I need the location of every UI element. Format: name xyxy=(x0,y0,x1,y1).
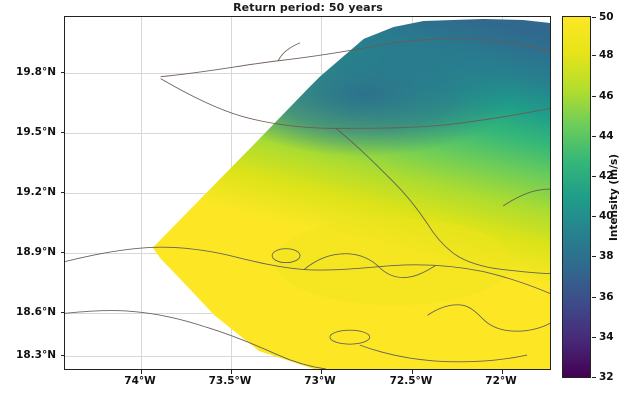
x-tick-label: 73.5°W xyxy=(208,375,252,387)
page-title: Return period: 50 years xyxy=(233,1,383,14)
colorbar-tick xyxy=(592,17,596,18)
x-tick xyxy=(501,370,503,374)
x-tick-label: 73°W xyxy=(304,375,336,387)
colorbar-axis-label: Intensity (m/s) xyxy=(608,153,620,241)
colorbar-tick-label: 40 xyxy=(599,210,614,223)
colorbar-tick xyxy=(592,135,596,137)
x-tick xyxy=(230,370,232,374)
colorbar[interactable]: 32 34 36 38 40 42 44 46 48 50 xyxy=(562,11,614,383)
y-tick xyxy=(60,192,64,193)
colorbar-tick-label: 44 xyxy=(599,129,614,142)
colorbar-tick xyxy=(592,176,596,177)
colorbar-gradient xyxy=(562,16,591,378)
x-tick-label: 72.5°W xyxy=(389,375,433,387)
y-tick xyxy=(60,132,64,133)
colorbar-tick-label: 36 xyxy=(599,290,614,303)
colorbar-tick-label: 34 xyxy=(599,330,614,343)
y-tick xyxy=(60,312,64,313)
x-tick-label: 72°W xyxy=(485,375,517,387)
x-tick-label: 74°W xyxy=(124,375,156,387)
gridline-horizontal xyxy=(65,73,550,74)
colorbar-tick xyxy=(592,336,596,338)
y-tick xyxy=(60,72,64,73)
colorbar-tick-label: 46 xyxy=(599,89,614,102)
colorbar-tick xyxy=(592,95,596,97)
y-tick xyxy=(60,252,64,253)
colorbar-tick-label: 32 xyxy=(599,371,614,383)
colorbar-tick xyxy=(592,55,596,57)
colorbar-tick xyxy=(592,256,596,258)
colorbar-tick-label: 48 xyxy=(599,49,614,62)
intensity-raster xyxy=(65,18,550,369)
colorbar-tick-label: 38 xyxy=(599,250,614,263)
colorbar-tick-label: 50 xyxy=(599,11,614,23)
colorbar-tick xyxy=(592,377,596,378)
colorbar-tick xyxy=(592,216,596,218)
colorbar-tick-label: 42 xyxy=(599,170,614,182)
x-tick xyxy=(320,370,322,374)
x-tick xyxy=(140,370,142,374)
map-plot-area[interactable] xyxy=(64,16,551,370)
x-tick xyxy=(411,370,413,374)
colorbar-tick xyxy=(592,296,596,298)
y-tick xyxy=(60,355,64,356)
